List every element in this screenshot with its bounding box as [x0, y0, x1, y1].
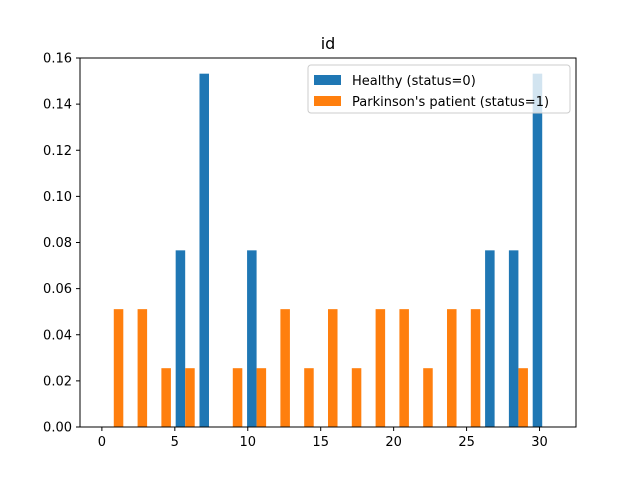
bar-series1-bin14 — [447, 309, 457, 427]
bar-series0-bin18 — [532, 73, 543, 428]
legend-label-0: Healthy (status=0) — [352, 74, 476, 89]
bar-series1-bin0 — [113, 309, 124, 427]
bar-series1-bin1 — [137, 309, 148, 427]
y-tick-label-8: 0.16 — [43, 52, 72, 67]
bar-series1-bin3 — [185, 368, 195, 427]
legend-box — [307, 64, 571, 114]
axes-layer: 0 5 10 15 20 25 30 0.00 0.02 0.04 0.06 0.08 0.10 0.12… — [43, 52, 577, 450]
bar-series0-bin3 — [175, 250, 186, 427]
y-tick-label-5: 0.10 — [43, 190, 72, 205]
legend-swatch-1 — [314, 96, 341, 106]
bar-series0-bin17 — [508, 250, 519, 427]
bar-series1-bin9 — [328, 309, 338, 427]
x-tick-label-6: 30 — [531, 435, 548, 450]
bar-series1-bin13 — [423, 368, 433, 427]
y-tick-label-4: 0.08 — [43, 236, 72, 251]
y-tick-label-2: 0.04 — [43, 328, 72, 343]
x-tick-label-2: 10 — [239, 435, 256, 450]
legend: Healthy (status=0) Parkinson's patient (s… — [307, 64, 571, 114]
bar-series0-bin6 — [247, 250, 257, 427]
bar-series1-bin12 — [399, 309, 409, 427]
bar-series1-bin11 — [375, 309, 386, 427]
bar-series1-bin5 — [232, 368, 243, 427]
bars-layer — [113, 73, 543, 428]
legend-label-1: Parkinson's patient (status=1) — [352, 95, 549, 110]
bar-series1-bin15 — [470, 309, 481, 427]
chart-title: id — [321, 34, 336, 53]
bar-series0-bin4 — [199, 73, 209, 428]
x-tick-label-4: 20 — [385, 435, 402, 450]
bar-series0-bin16 — [485, 250, 495, 427]
bar-series1-bin10 — [351, 368, 362, 427]
y-tick-label-1: 0.02 — [43, 374, 72, 389]
bar-series1-bin2 — [161, 368, 171, 427]
bar-series1-bin8 — [304, 368, 314, 427]
bar-series1-bin17 — [518, 368, 528, 427]
y-tick-label-7: 0.14 — [43, 98, 72, 113]
y-tick-label-6: 0.12 — [43, 144, 72, 159]
y-tick-label-3: 0.06 — [43, 282, 72, 297]
x-tick-label-0: 0 — [98, 435, 106, 450]
x-tick-label-3: 15 — [312, 435, 329, 450]
bar-series1-bin7 — [280, 309, 290, 427]
legend-swatch-0 — [314, 75, 341, 85]
x-tick-label-1: 5 — [171, 435, 179, 450]
bar-series1-bin6 — [256, 368, 267, 427]
y-tick-label-0: 0.00 — [43, 421, 72, 436]
x-tick-label-5: 25 — [458, 435, 475, 450]
